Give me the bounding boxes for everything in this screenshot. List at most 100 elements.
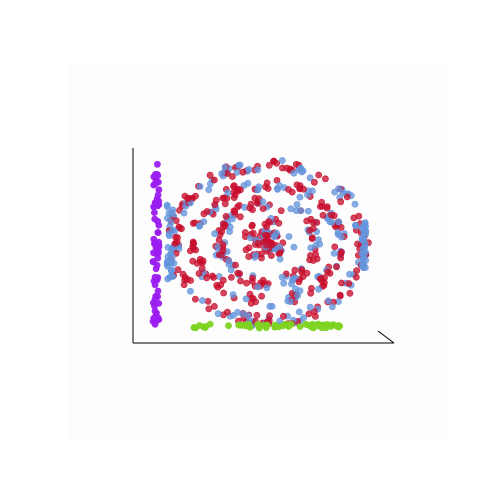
red-point: [311, 312, 319, 320]
red-point: [230, 194, 238, 201]
blue-point: [168, 253, 176, 261]
red-point: [234, 269, 242, 277]
blue-point: [167, 272, 175, 280]
red-point: [259, 205, 267, 212]
red-point: [352, 273, 360, 281]
blue-point: [290, 169, 298, 177]
green-point: [192, 324, 200, 332]
blue-point: [225, 257, 232, 265]
blue-point: [251, 251, 259, 259]
blue-point: [244, 312, 252, 320]
green-point: [255, 324, 263, 332]
red-point: [261, 231, 269, 239]
purple-point: [153, 276, 161, 284]
red-point: [221, 221, 229, 229]
red-point: [279, 312, 287, 320]
red-point: [205, 305, 213, 313]
red-point: [245, 253, 253, 260]
blue-point: [359, 256, 367, 263]
blue-point: [331, 188, 339, 196]
red-point: [177, 225, 185, 233]
red-point: [266, 312, 273, 320]
red-point: [321, 175, 329, 183]
red-point: [218, 228, 225, 235]
red-point: [338, 279, 345, 287]
red-point: [242, 246, 250, 254]
blue-point: [337, 233, 345, 241]
red-point: [193, 259, 201, 267]
blue-point: [167, 219, 175, 226]
red-point: [346, 289, 354, 297]
purple-point: [151, 320, 159, 328]
green-point: [285, 323, 293, 330]
red-point: [354, 240, 361, 248]
blue-point: [270, 232, 278, 240]
blue-point: [306, 303, 314, 311]
blue-point: [254, 283, 262, 291]
red-point: [222, 212, 230, 220]
red-point: [232, 261, 239, 269]
green-point: [202, 323, 209, 330]
y-axis-line: [377, 330, 395, 344]
blue-point: [196, 183, 204, 190]
red-point: [309, 225, 317, 232]
red-point: [303, 269, 311, 277]
blue-point: [278, 157, 286, 164]
red-point: [337, 198, 345, 206]
red-point: [298, 266, 306, 274]
red-point: [243, 279, 250, 287]
green-point: [225, 322, 232, 330]
red-point: [307, 215, 315, 223]
axes: [132, 148, 395, 344]
blue-point: [169, 226, 177, 234]
blue-point: [314, 236, 322, 244]
blue-point: [276, 255, 284, 263]
red-point: [220, 289, 227, 297]
blue-point: [205, 186, 213, 194]
red-point: [261, 220, 269, 228]
red-point: [337, 254, 345, 262]
red-point: [276, 249, 284, 257]
blue-point: [180, 209, 188, 217]
red-point: [228, 173, 236, 180]
blue-point: [312, 241, 320, 249]
blue-point: [245, 165, 253, 173]
red-point: [198, 265, 206, 272]
blue-point: [330, 249, 338, 257]
red-point: [223, 308, 231, 316]
purple-point: [149, 258, 157, 265]
blue-point: [214, 310, 222, 318]
red-point: [186, 247, 194, 255]
red-point: [210, 302, 218, 310]
red-point: [214, 283, 222, 291]
purple-point: [155, 238, 163, 246]
red-point: [315, 171, 323, 179]
red-point: [288, 188, 296, 196]
green-point: [263, 321, 271, 329]
red-point: [203, 208, 211, 215]
blue-point: [254, 186, 262, 194]
blue-point: [324, 297, 332, 305]
purple-point: [154, 314, 162, 322]
purple-point: [155, 221, 163, 229]
green-point: [241, 322, 249, 330]
red-point: [265, 161, 273, 169]
red-point: [258, 254, 265, 262]
red-point: [174, 266, 182, 274]
red-point: [320, 282, 328, 289]
blue-point: [195, 222, 203, 230]
purple-point: [152, 265, 160, 273]
red-point: [262, 237, 270, 245]
purple-point: [151, 302, 158, 310]
blue-point: [266, 302, 274, 310]
red-point: [181, 276, 189, 284]
red-point: [190, 240, 197, 247]
red-point: [189, 219, 197, 227]
blue-point: [328, 218, 336, 226]
blue-point: [335, 218, 342, 226]
red-point: [237, 277, 244, 285]
red-point: [254, 239, 262, 247]
blue-point: [328, 303, 336, 311]
red-point: [291, 266, 299, 274]
blue-point: [198, 297, 206, 304]
